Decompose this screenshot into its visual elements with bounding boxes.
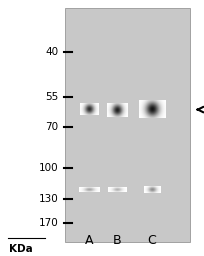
Bar bbox=[65, 8, 190, 242]
Text: 100: 100 bbox=[39, 163, 58, 173]
Text: 40: 40 bbox=[45, 47, 58, 57]
Text: C: C bbox=[148, 234, 156, 247]
Text: 170: 170 bbox=[38, 218, 58, 228]
Text: A: A bbox=[84, 234, 93, 247]
Text: 130: 130 bbox=[38, 194, 58, 204]
Text: 55: 55 bbox=[45, 92, 58, 102]
Text: KDa: KDa bbox=[9, 244, 32, 254]
Text: 70: 70 bbox=[45, 122, 58, 132]
Text: B: B bbox=[113, 234, 122, 247]
